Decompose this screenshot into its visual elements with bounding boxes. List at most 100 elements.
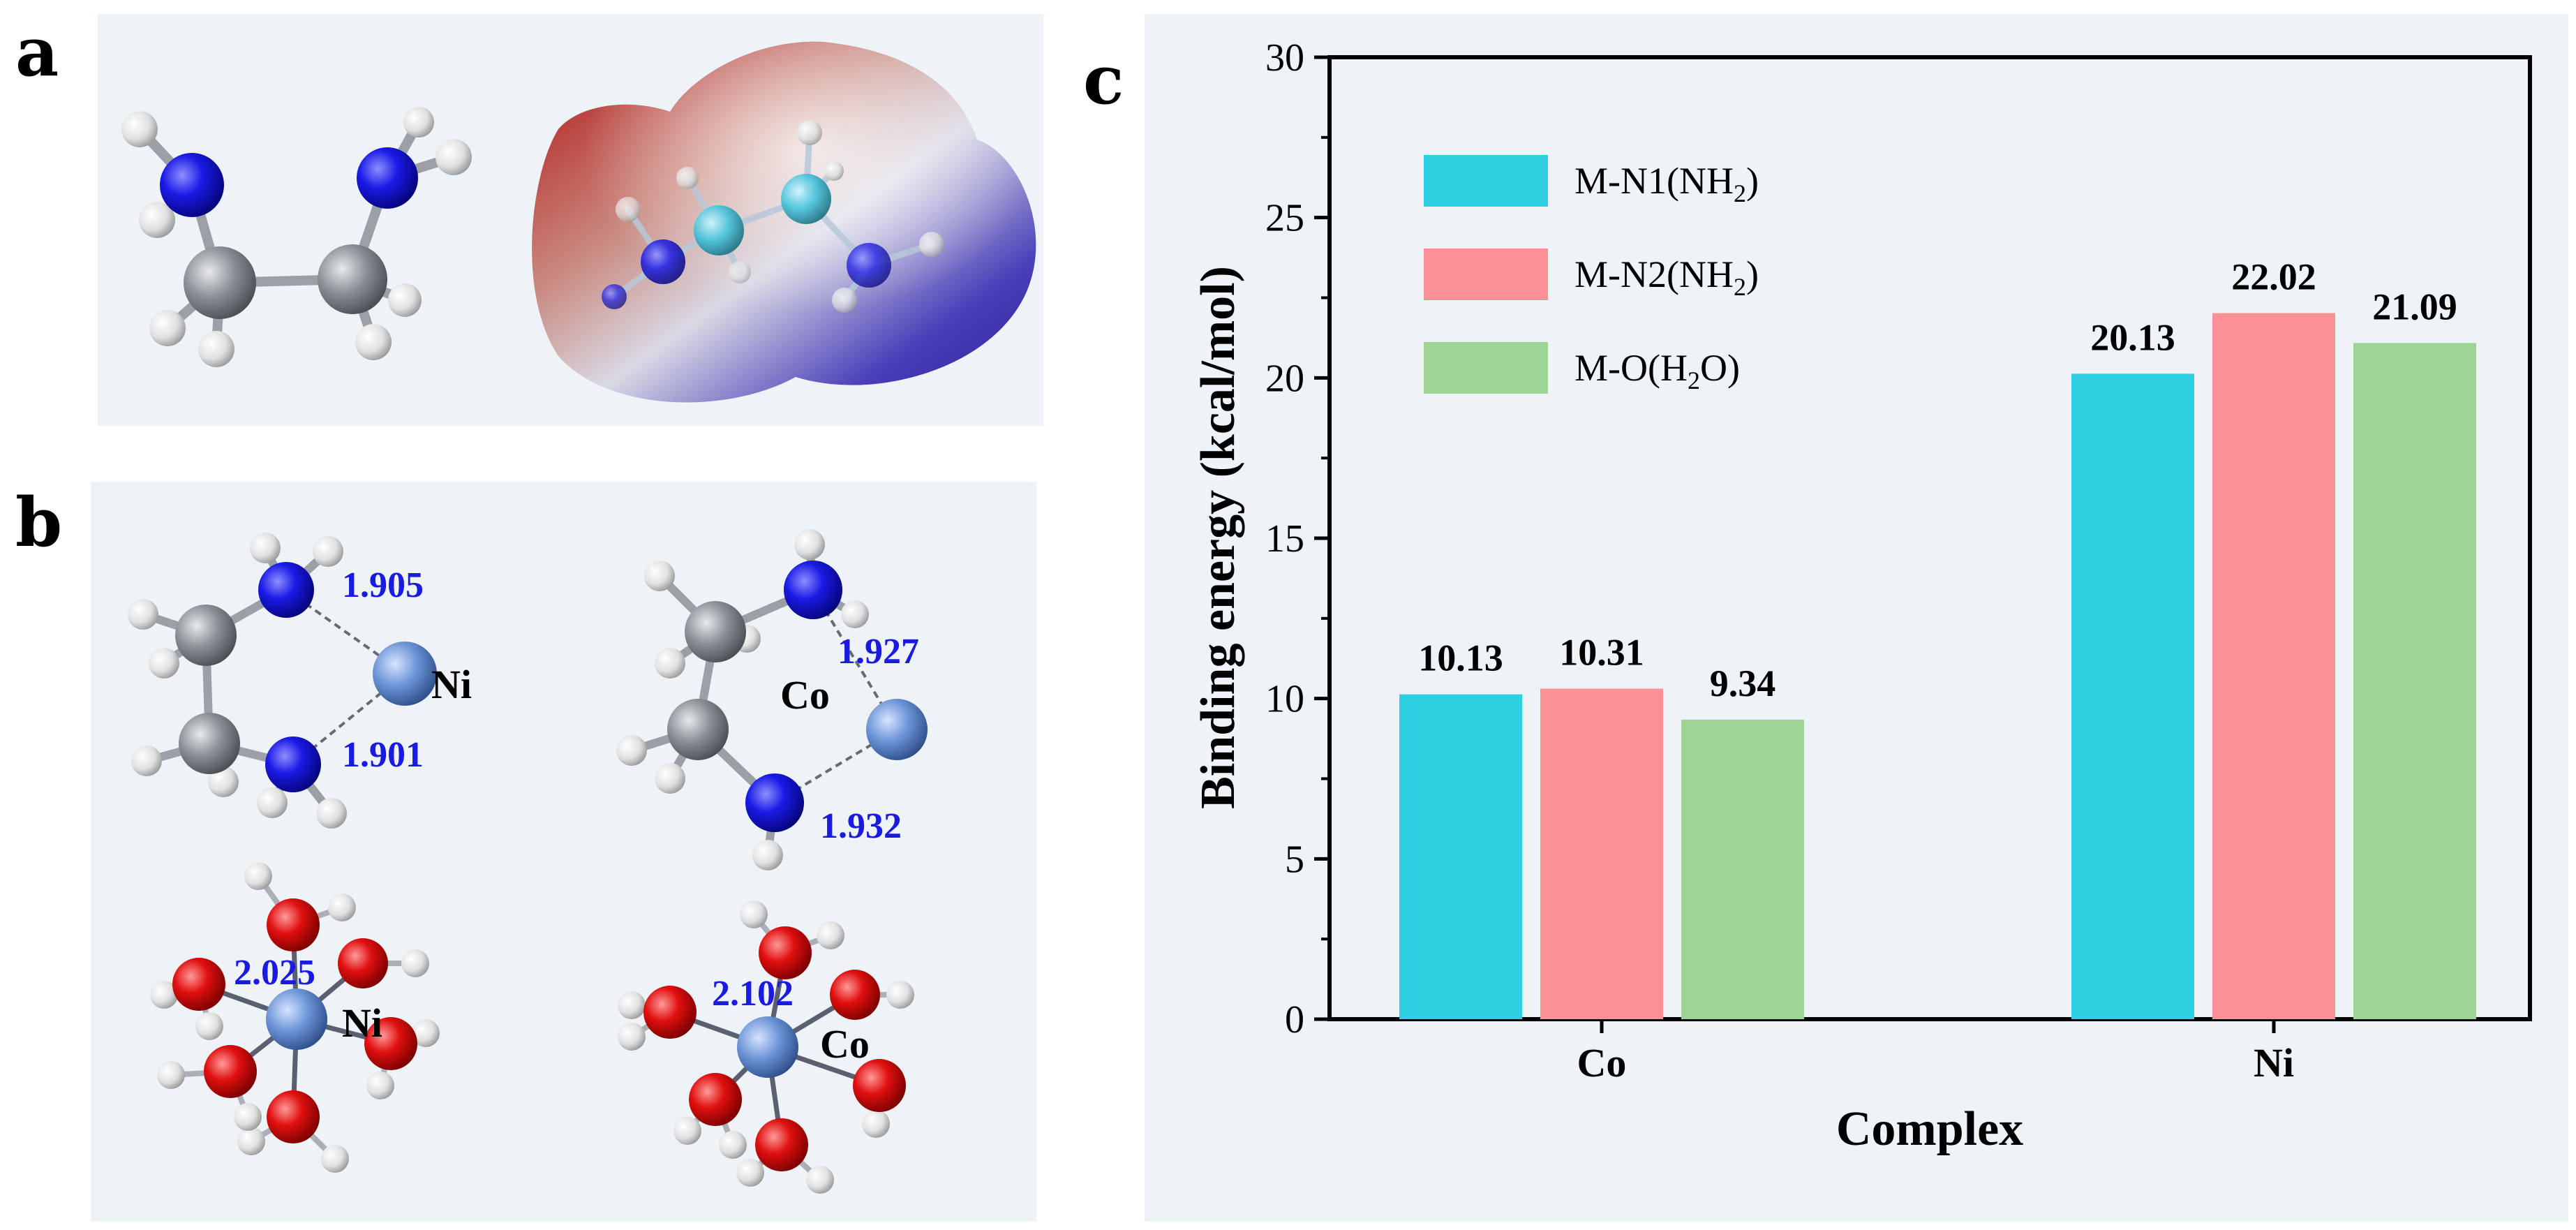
oxygen-atom — [338, 938, 388, 988]
nitrogen-atom — [258, 562, 314, 618]
hydrogen-atom — [250, 533, 281, 563]
hydrogen-atom — [673, 1117, 701, 1145]
y-axis-label: Binding energy (kcal/mol) — [1191, 266, 1245, 809]
hydrogen-atom — [729, 261, 751, 283]
hydrogen-atom — [157, 1061, 185, 1089]
nitrogen-atom — [784, 561, 842, 619]
hydrogen-atom — [752, 840, 783, 870]
hydrogen-atom — [824, 161, 844, 181]
hydrogen-atom — [794, 529, 825, 560]
legend-label: M-N2(NH2) — [1574, 253, 1759, 301]
panel-b: Ni 1.905 1.901 — [91, 482, 1036, 1222]
hydrogen-atom — [817, 921, 844, 949]
metal-label-co: Co — [780, 672, 830, 718]
bond-length-label: 2.102 — [712, 974, 794, 1014]
panel-a — [98, 14, 1043, 426]
hydrogen-atom — [150, 981, 178, 1009]
x-tick-label: Co — [1577, 1040, 1627, 1085]
hydrogen-atom — [131, 746, 162, 776]
metal-label-ni: Ni — [342, 1000, 382, 1046]
y-tick-label: 15 — [1265, 517, 1304, 561]
bar-ni-o — [2353, 343, 2476, 1019]
bond-length-label: 1.905 — [342, 565, 424, 605]
carbon-atom — [694, 205, 744, 255]
x-axis: Co Ni — [1577, 1019, 2294, 1085]
hydrogen-atom — [237, 1127, 265, 1155]
bond-length-label: 1.932 — [820, 806, 902, 846]
co-en-complex: Co 1.927 1.932 — [616, 529, 928, 870]
hydrogen-atom — [616, 197, 641, 222]
nitrogen-atom — [745, 773, 804, 832]
nickel-atom — [373, 642, 437, 706]
oxygen-atom — [204, 1045, 257, 1098]
hydrogen-atom — [806, 1166, 834, 1194]
hydrogen-atom — [313, 536, 343, 567]
hydrogen-atom — [412, 1019, 440, 1047]
hydrogen-atom — [149, 648, 179, 679]
carbon-atom — [667, 699, 729, 760]
nitrogen-atom — [641, 239, 685, 284]
bond-length-label: 2.025 — [234, 953, 315, 993]
hydrogen-atom — [328, 894, 356, 921]
hydrogen-atom — [797, 120, 822, 145]
hydrogen-atom — [316, 798, 347, 829]
binding-energy-chart: 10.13 10.31 9.34 20.13 22.02 21.09 0 5 10 15 20 25… — [1191, 36, 2532, 1156]
legend-swatch — [1424, 249, 1548, 300]
hydrogen-atom — [321, 1145, 349, 1173]
hydrogen-atom — [128, 599, 158, 630]
hydrogen-atom — [886, 981, 914, 1009]
hydrogen-atom — [618, 991, 646, 1019]
hydrogen-atom — [736, 1159, 764, 1187]
carbon-atom — [175, 605, 237, 666]
nitrogen-atom — [160, 153, 224, 217]
oxygen-atom — [267, 1090, 320, 1143]
hydrogen-atom — [740, 901, 768, 928]
bar-co-o — [1681, 719, 1804, 1019]
hydrogen-atom — [355, 324, 392, 360]
hydrogen-atom — [602, 284, 627, 309]
hydrogen-atom — [676, 167, 699, 189]
carbon-atom — [781, 174, 831, 224]
hydrogen-atom — [435, 139, 472, 175]
panel-b-background — [91, 482, 1036, 1222]
y-tick-label: 10 — [1265, 678, 1304, 721]
bond-length-label: 1.901 — [342, 735, 424, 775]
legend-swatch — [1424, 155, 1548, 207]
y-tick-label: 25 — [1265, 197, 1304, 240]
bar-ni-n1 — [2071, 373, 2194, 1019]
hydrogen-atom — [234, 1103, 262, 1131]
hydrogen-atom — [366, 1072, 394, 1099]
bond-length-label: 1.927 — [837, 632, 919, 672]
oxygen-atom — [759, 926, 812, 979]
oxygen-atom — [755, 1118, 808, 1171]
hydrogen-atom — [139, 202, 175, 238]
x-axis-label: Complex — [1836, 1102, 2023, 1156]
oxygen-atom — [364, 1017, 417, 1070]
hydrogen-atom — [841, 600, 869, 628]
data-label: 10.13 — [1418, 637, 1503, 679]
nickel-atom — [266, 988, 327, 1050]
y-axis: 0 5 10 15 20 25 30 — [1265, 36, 1330, 1042]
hydrogen-atom — [208, 766, 239, 797]
panel-c: 10.13 10.31 9.34 20.13 22.02 21.09 0 5 10 15 20 25… — [1145, 14, 2568, 1222]
carbon-atom — [318, 244, 387, 314]
ni-en-complex: Ni 1.905 1.901 — [128, 533, 472, 829]
hydrogen-atom — [388, 283, 422, 317]
oxygen-atom — [643, 986, 697, 1039]
legend-swatch — [1424, 342, 1548, 394]
data-label: 20.13 — [2090, 316, 2175, 358]
bar-co-n2 — [1540, 688, 1663, 1019]
esp-surface-highlight — [532, 41, 1036, 403]
bars-group: 10.13 10.31 9.34 20.13 22.02 21.09 — [1399, 256, 2476, 1020]
hydrogen-atom — [257, 787, 288, 818]
y-tick-label: 5 — [1285, 838, 1304, 881]
hydrogen-atom — [655, 763, 685, 794]
cobalt-atom — [866, 699, 928, 760]
hydrogen-atom — [832, 288, 857, 313]
oxygen-atom — [267, 898, 320, 951]
oxygen-atom — [830, 970, 880, 1020]
legend-label: M-O(H2O) — [1574, 347, 1740, 394]
oxygen-atom — [689, 1073, 742, 1126]
data-label: 10.31 — [1559, 631, 1644, 673]
